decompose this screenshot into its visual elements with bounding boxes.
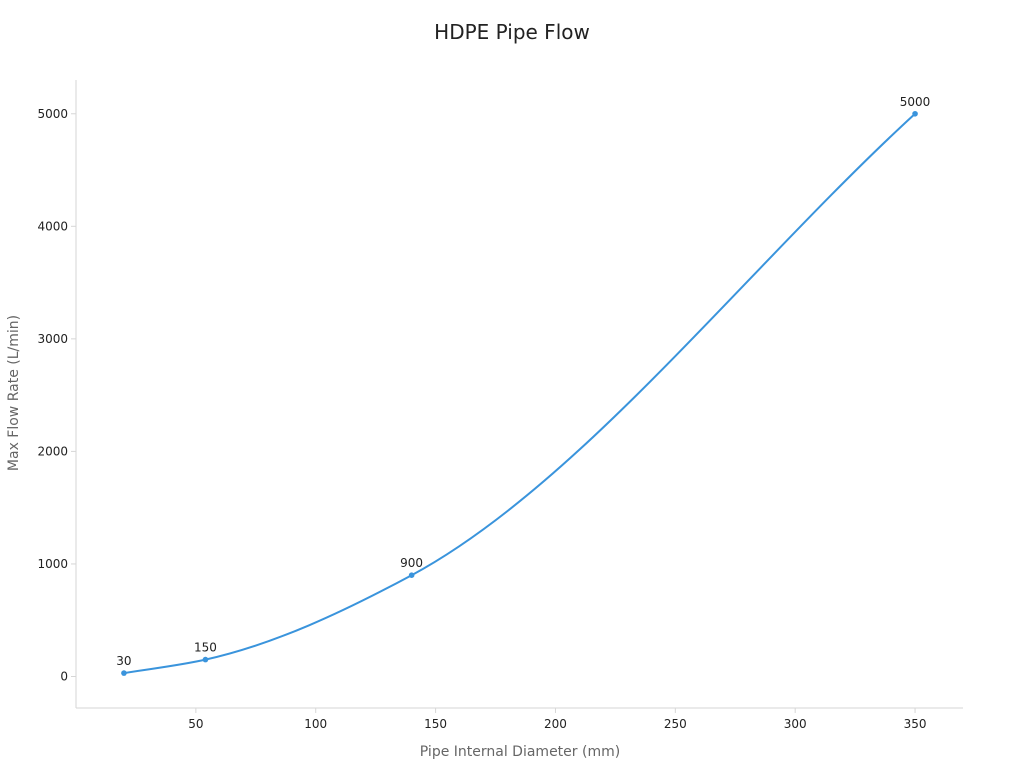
data-label: 150 xyxy=(194,641,217,655)
y-tick-label: 2000 xyxy=(37,444,68,458)
data-points xyxy=(121,110,918,676)
data-label: 900 xyxy=(400,556,423,570)
x-axis-title: Pipe Internal Diameter (mm) xyxy=(420,744,620,760)
x-tick-label: 250 xyxy=(664,717,687,731)
y-tick-label: 5000 xyxy=(37,107,68,121)
y-tick-label: 1000 xyxy=(37,557,68,571)
data-point xyxy=(121,670,127,676)
y-tick-label: 4000 xyxy=(37,219,68,233)
y-ticks: 0 1000 2000 3000 4000 5000 xyxy=(37,107,76,683)
x-tick-label: 200 xyxy=(544,717,567,731)
data-label: 30 xyxy=(116,654,131,668)
data-point xyxy=(912,110,918,117)
data-point xyxy=(202,656,209,663)
y-axis-title: Max Flow Rate (L/min) xyxy=(6,315,22,471)
data-label: 5000 xyxy=(900,95,931,109)
data-point xyxy=(408,572,415,578)
x-tick-label: 50 xyxy=(188,717,203,731)
x-tick-label: 350 xyxy=(904,717,927,731)
chart-title: HDPE Pipe Flow xyxy=(434,20,590,44)
x-tick-label: 100 xyxy=(304,717,327,731)
axes xyxy=(75,80,963,709)
x-ticks: 50 100 150 200 250 300 350 xyxy=(188,708,927,731)
y-tick-label: 3000 xyxy=(37,332,68,346)
x-tick-label: 150 xyxy=(424,717,447,731)
y-tick-label: 0 xyxy=(60,669,68,683)
series-line xyxy=(123,113,916,675)
data-labels: 30 150 900 5000 xyxy=(116,95,930,668)
x-tick-label: 300 xyxy=(784,717,807,731)
